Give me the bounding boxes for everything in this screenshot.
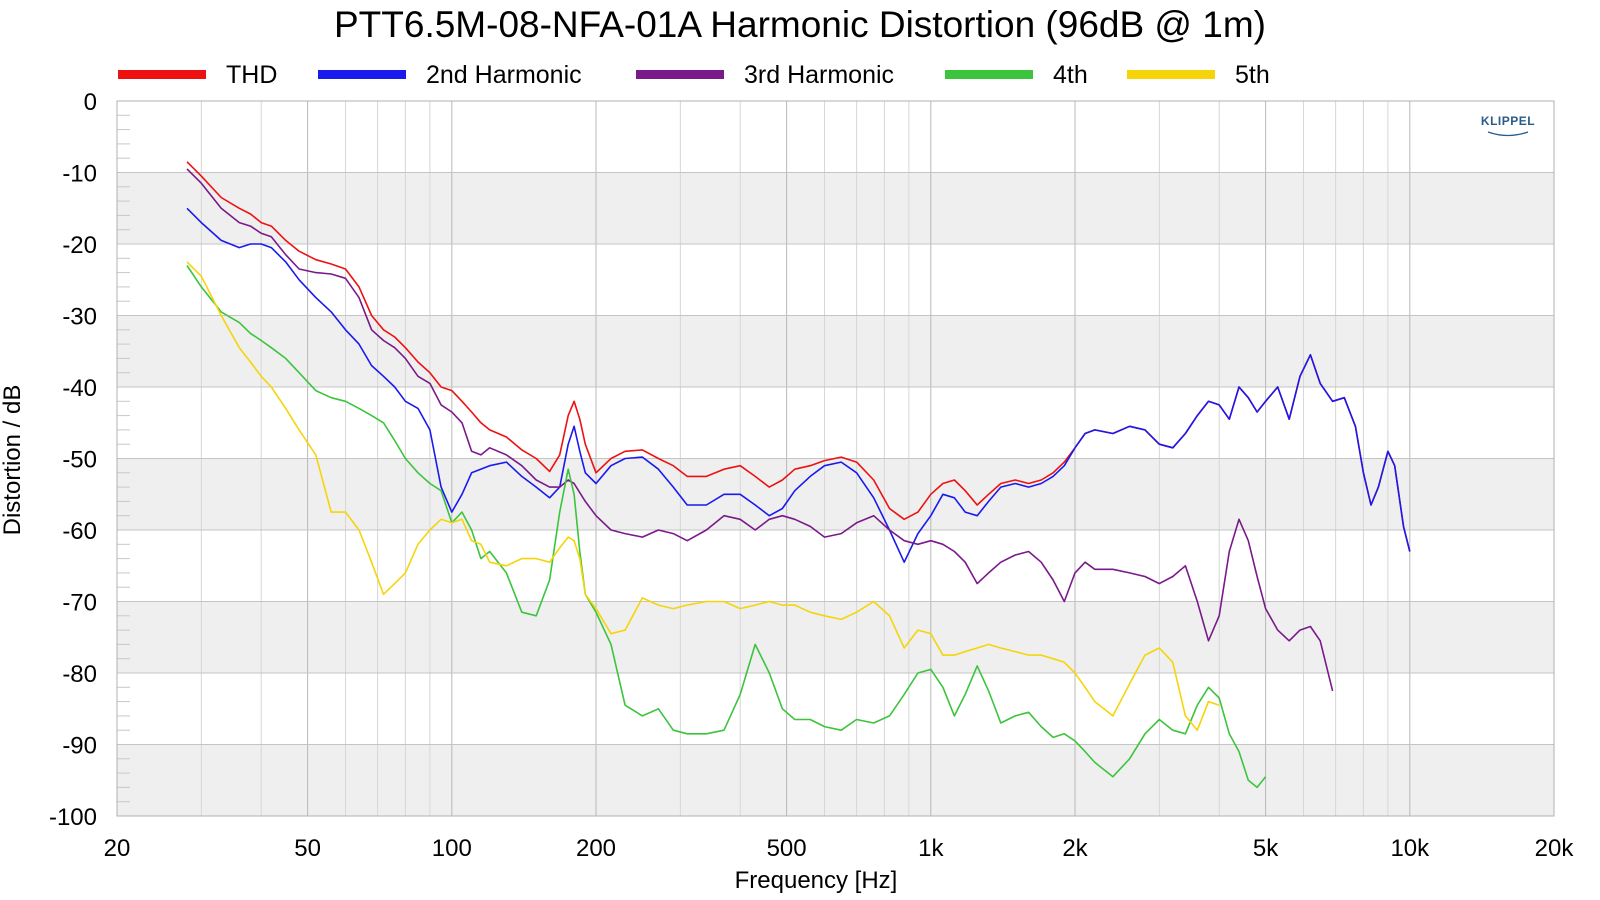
legend-swatch [318,70,406,79]
series-line-5th [186,261,1220,731]
legend-label: THD [226,61,277,89]
series-group [186,161,1411,789]
x-tick-label: 2k [1062,835,1088,862]
y-axis-label: Distortion / dB [0,385,26,536]
x-tick-label: 1k [918,835,944,862]
grid-band [117,172,1554,244]
series-line-3rd-harmonic [186,168,1334,692]
y-tick-label: -20 [62,232,97,259]
y-tick-label: -100 [49,804,97,831]
klippel-logo: KLIPPEL [1481,114,1535,137]
logo-text: KLIPPEL [1481,114,1535,128]
y-tick-label: -80 [62,661,97,688]
legend-label: 5th [1235,61,1270,89]
y-tick-label: -70 [62,590,97,617]
legend-label: 4th [1053,61,1088,89]
y-tick-label: -30 [62,304,97,331]
y-tick-label: -90 [62,733,97,760]
grid [116,100,1555,817]
plot-border [116,100,1555,817]
x-tick-label: 20k [1535,835,1575,862]
x-tick-label: 100 [432,835,472,862]
y-tick-label: -60 [62,518,97,545]
x-tick-label: 500 [767,835,807,862]
series-line-2nd-harmonic [186,207,1411,563]
legend: THD 2nd Harmonic 3rd Harmonic 4th 5th [118,61,1270,89]
legend-label: 2nd Harmonic [426,61,582,89]
y-tick-label: -50 [62,447,97,474]
y-tick-label: -40 [62,375,97,402]
legend-swatch [945,70,1033,79]
legend-swatch [1127,70,1215,79]
x-tick-label: 5k [1253,835,1279,862]
grid-band [117,315,1554,387]
series-line-4th [186,265,1267,789]
x-tick-label: 10k [1390,835,1430,862]
grid-band [117,458,1554,530]
x-tick-label: 50 [294,835,321,862]
tick-labels: 20 50 100 200 500 1k 2k 5k 10k 20k 0 -10 -20 -30 -40 -5… [49,89,1574,862]
x-tick-label: 200 [576,835,616,862]
x-axis-label: Frequency [Hz] [735,867,898,894]
chart-title: PTT6.5M-08-NFA-01A Harmonic Distortion (… [334,4,1266,45]
legend-swatch [118,70,206,79]
logo-swoosh [1487,131,1529,137]
legend-label: 3rd Harmonic [744,61,894,89]
legend-swatch [636,70,724,79]
grid-band [117,601,1554,673]
y-tick-label: 0 [84,89,97,116]
y-tick-label: -10 [62,161,97,188]
grid-band [117,744,1554,816]
x-tick-label: 20 [104,835,131,862]
